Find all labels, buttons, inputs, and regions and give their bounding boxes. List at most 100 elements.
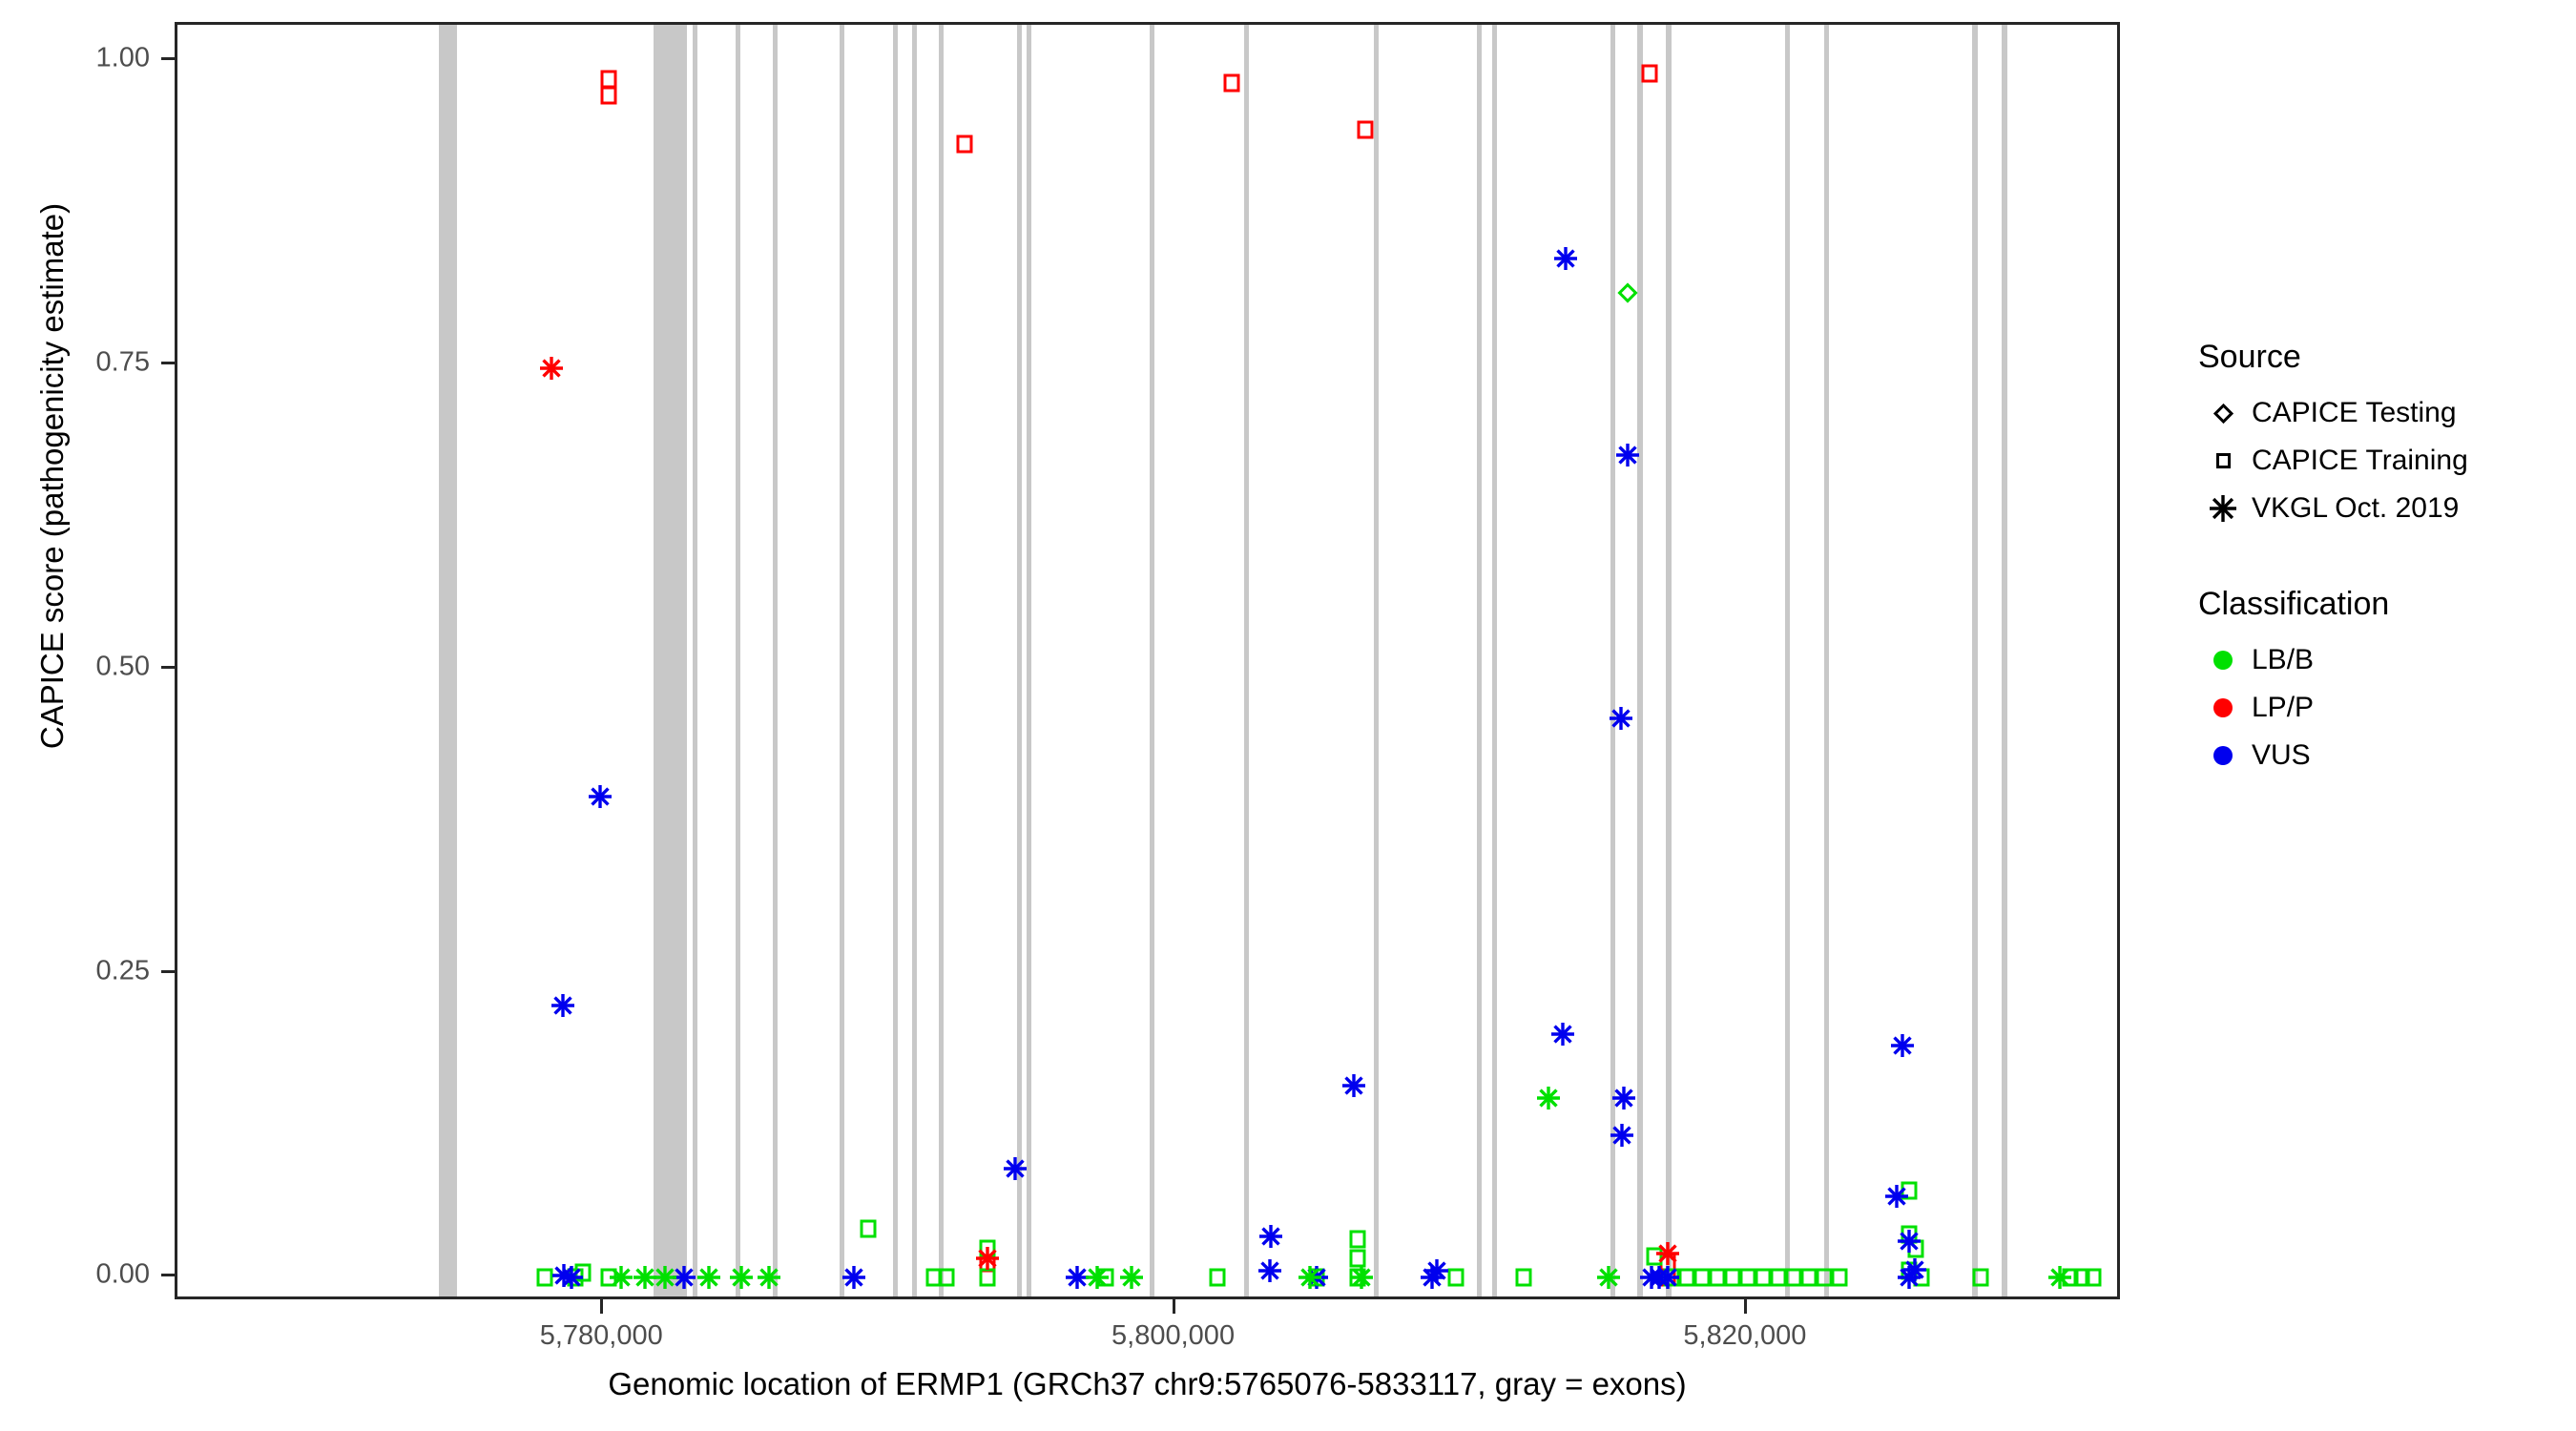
data-point: [757, 1265, 781, 1290]
data-point: [1349, 1249, 1366, 1268]
y-tick-label: 0.50: [95, 651, 150, 682]
color-dot-icon: [2194, 651, 2252, 670]
y-tick-label: 1.00: [95, 42, 150, 73]
data-point: [979, 1268, 996, 1287]
asterisk-icon: [2194, 494, 2252, 523]
exon-band: [1785, 25, 1790, 1296]
data-point: [2085, 1268, 2102, 1287]
data-point: [539, 356, 564, 381]
exon-band: [1492, 25, 1497, 1296]
exon-band: [1150, 25, 1154, 1296]
exon-band: [693, 25, 697, 1296]
data-point: [860, 1219, 877, 1238]
y-tick: [161, 1274, 175, 1277]
exon-band: [1374, 25, 1379, 1296]
data-point: [1655, 1241, 1680, 1266]
legend-source-label: CAPICE Training: [2252, 445, 2468, 476]
legend-spacer: [2194, 532, 2557, 586]
data-point: [1617, 281, 1638, 303]
exon-band: [840, 25, 844, 1296]
exon-band: [1972, 25, 1978, 1296]
data-point: [1897, 1229, 1922, 1254]
data-point: [1831, 1268, 1848, 1287]
exon-band: [654, 25, 687, 1296]
data-point: [1065, 1265, 1090, 1290]
exon-band: [1666, 25, 1672, 1296]
x-tick: [600, 1299, 604, 1314]
data-point: [1884, 1184, 1909, 1209]
data-point: [1609, 706, 1633, 731]
data-point: [975, 1246, 1000, 1271]
data-point: [1678, 1268, 1695, 1287]
legend-classification-label: LP/P: [2252, 692, 2315, 723]
exon-band: [773, 25, 778, 1296]
x-tick: [1743, 1299, 1747, 1314]
legend-item[interactable]: VKGL Oct. 2019: [2194, 485, 2557, 532]
legend-source-title: Source: [2198, 339, 2301, 375]
data-point: [1902, 1257, 1927, 1282]
exon-band: [736, 25, 740, 1296]
data-point: [633, 1265, 657, 1290]
data-point: [1972, 1268, 1989, 1287]
data-point: [1770, 1268, 1787, 1287]
exon-band: [1027, 25, 1031, 1296]
x-tick-label: 5,780,000: [539, 1320, 663, 1351]
data-point: [1693, 1268, 1711, 1287]
color-dot-icon: [2194, 698, 2252, 717]
data-point: [1003, 1156, 1028, 1181]
plot-panel: [175, 22, 2120, 1299]
data-point: [938, 1268, 955, 1287]
data-point: [1349, 1265, 1374, 1290]
legend-source-items: CAPICE Testing CAPICE Training VKGL Oct. 2…: [2194, 389, 2557, 532]
data-point: [1610, 1123, 1634, 1148]
data-point: [1724, 1268, 1741, 1287]
y-tick-label: 0.00: [95, 1258, 150, 1290]
data-point: [1515, 1268, 1532, 1287]
exon-band: [893, 25, 898, 1296]
data-point: [588, 784, 613, 809]
y-axis: 0.00 0.25 0.50 0.75 1.00: [0, 22, 175, 1299]
exon-band: [912, 25, 917, 1296]
data-point: [609, 1265, 634, 1290]
exon-band: [1017, 25, 1022, 1296]
legend-classification-label: LB/B: [2252, 644, 2315, 675]
legend-item[interactable]: VUS: [2194, 732, 2557, 779]
data-point: [1646, 1247, 1663, 1266]
square-icon: [2194, 453, 2252, 468]
data-point: [1709, 1268, 1726, 1287]
data-point: [1357, 120, 1374, 139]
data-point: [1800, 1268, 1818, 1287]
y-tick-label: 0.75: [95, 346, 150, 378]
exon-band: [1244, 25, 1249, 1296]
legend-item[interactable]: LB/B: [2194, 636, 2557, 684]
data-point: [1258, 1224, 1283, 1249]
exon-band: [2002, 25, 2007, 1296]
y-tick: [161, 665, 175, 669]
data-point: [600, 86, 617, 105]
data-point: [1341, 1073, 1366, 1098]
legend-item[interactable]: CAPICE Testing: [2194, 389, 2557, 437]
exon-band: [1610, 25, 1615, 1296]
legend-item[interactable]: CAPICE Training: [2194, 437, 2557, 485]
data-point: [559, 1265, 584, 1290]
data-point: [2047, 1265, 2072, 1290]
plot-area: [177, 25, 2117, 1296]
data-point: [956, 135, 973, 154]
x-tick-label: 5,820,000: [1683, 1320, 1807, 1351]
data-point: [653, 1265, 677, 1290]
exon-band: [439, 25, 457, 1296]
legend-source-label: VKGL Oct. 2019: [2252, 492, 2460, 524]
exon-band: [939, 25, 944, 1296]
x-tick-label: 5,800,000: [1111, 1320, 1236, 1351]
data-point: [1596, 1265, 1621, 1290]
y-tick: [161, 969, 175, 973]
data-point: [1119, 1265, 1144, 1290]
color-dot-icon: [2194, 746, 2252, 765]
data-point: [1257, 1258, 1282, 1283]
exon-band: [1477, 25, 1482, 1296]
data-point: [672, 1265, 696, 1290]
data-point: [1424, 1258, 1449, 1283]
data-point: [1615, 443, 1640, 467]
data-point: [696, 1265, 721, 1290]
legend-item[interactable]: LP/P: [2194, 684, 2557, 732]
